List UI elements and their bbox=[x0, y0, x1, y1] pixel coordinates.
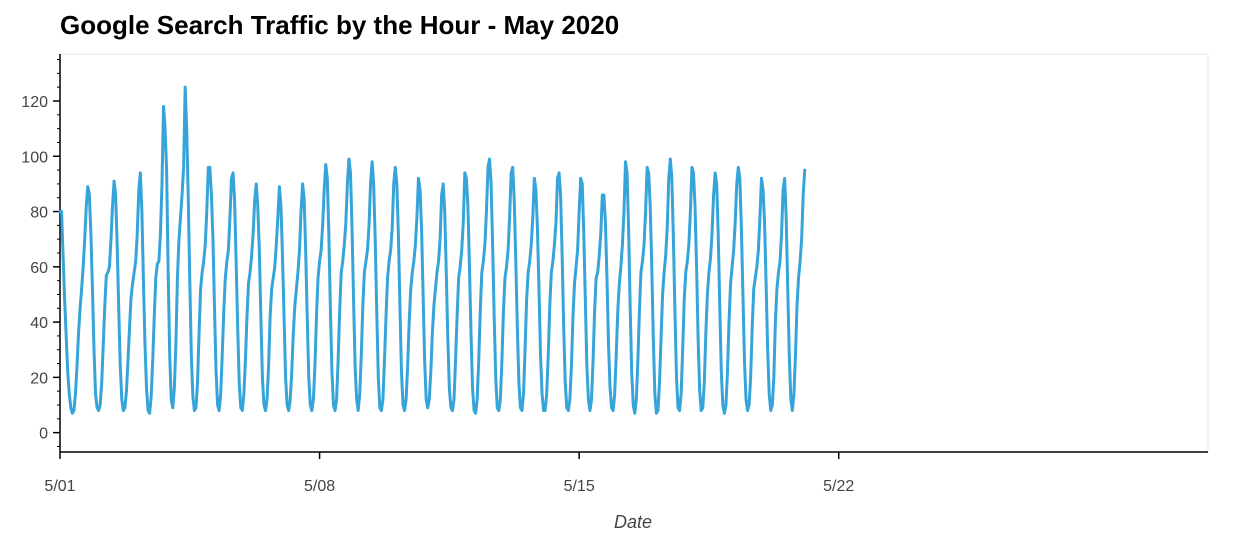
y-tick-label: 20 bbox=[30, 370, 48, 387]
y-tick-label: 100 bbox=[21, 149, 48, 166]
x-axis-title: Date bbox=[614, 512, 652, 532]
y-tick-label: 40 bbox=[30, 315, 48, 332]
y-tick-label: 0 bbox=[39, 426, 48, 443]
y-tick-label: 60 bbox=[30, 260, 48, 277]
x-tick-label: 5/15 bbox=[564, 478, 595, 495]
x-tick-label: 5/22 bbox=[823, 478, 854, 495]
x-tick-label: 5/01 bbox=[44, 478, 75, 495]
series-line bbox=[58, 85, 807, 415]
x-tick-label: 5/08 bbox=[304, 478, 335, 495]
y-tick-label: 120 bbox=[21, 94, 48, 111]
x-axis: 5/01 5/08 5/15 5/22 bbox=[44, 451, 1208, 495]
chart-title: Google Search Traffic by the Hour - May … bbox=[60, 10, 620, 40]
y-axis: 0 20 40 60 80 100 120 bbox=[21, 54, 61, 452]
y-tick-label: 80 bbox=[30, 205, 48, 222]
